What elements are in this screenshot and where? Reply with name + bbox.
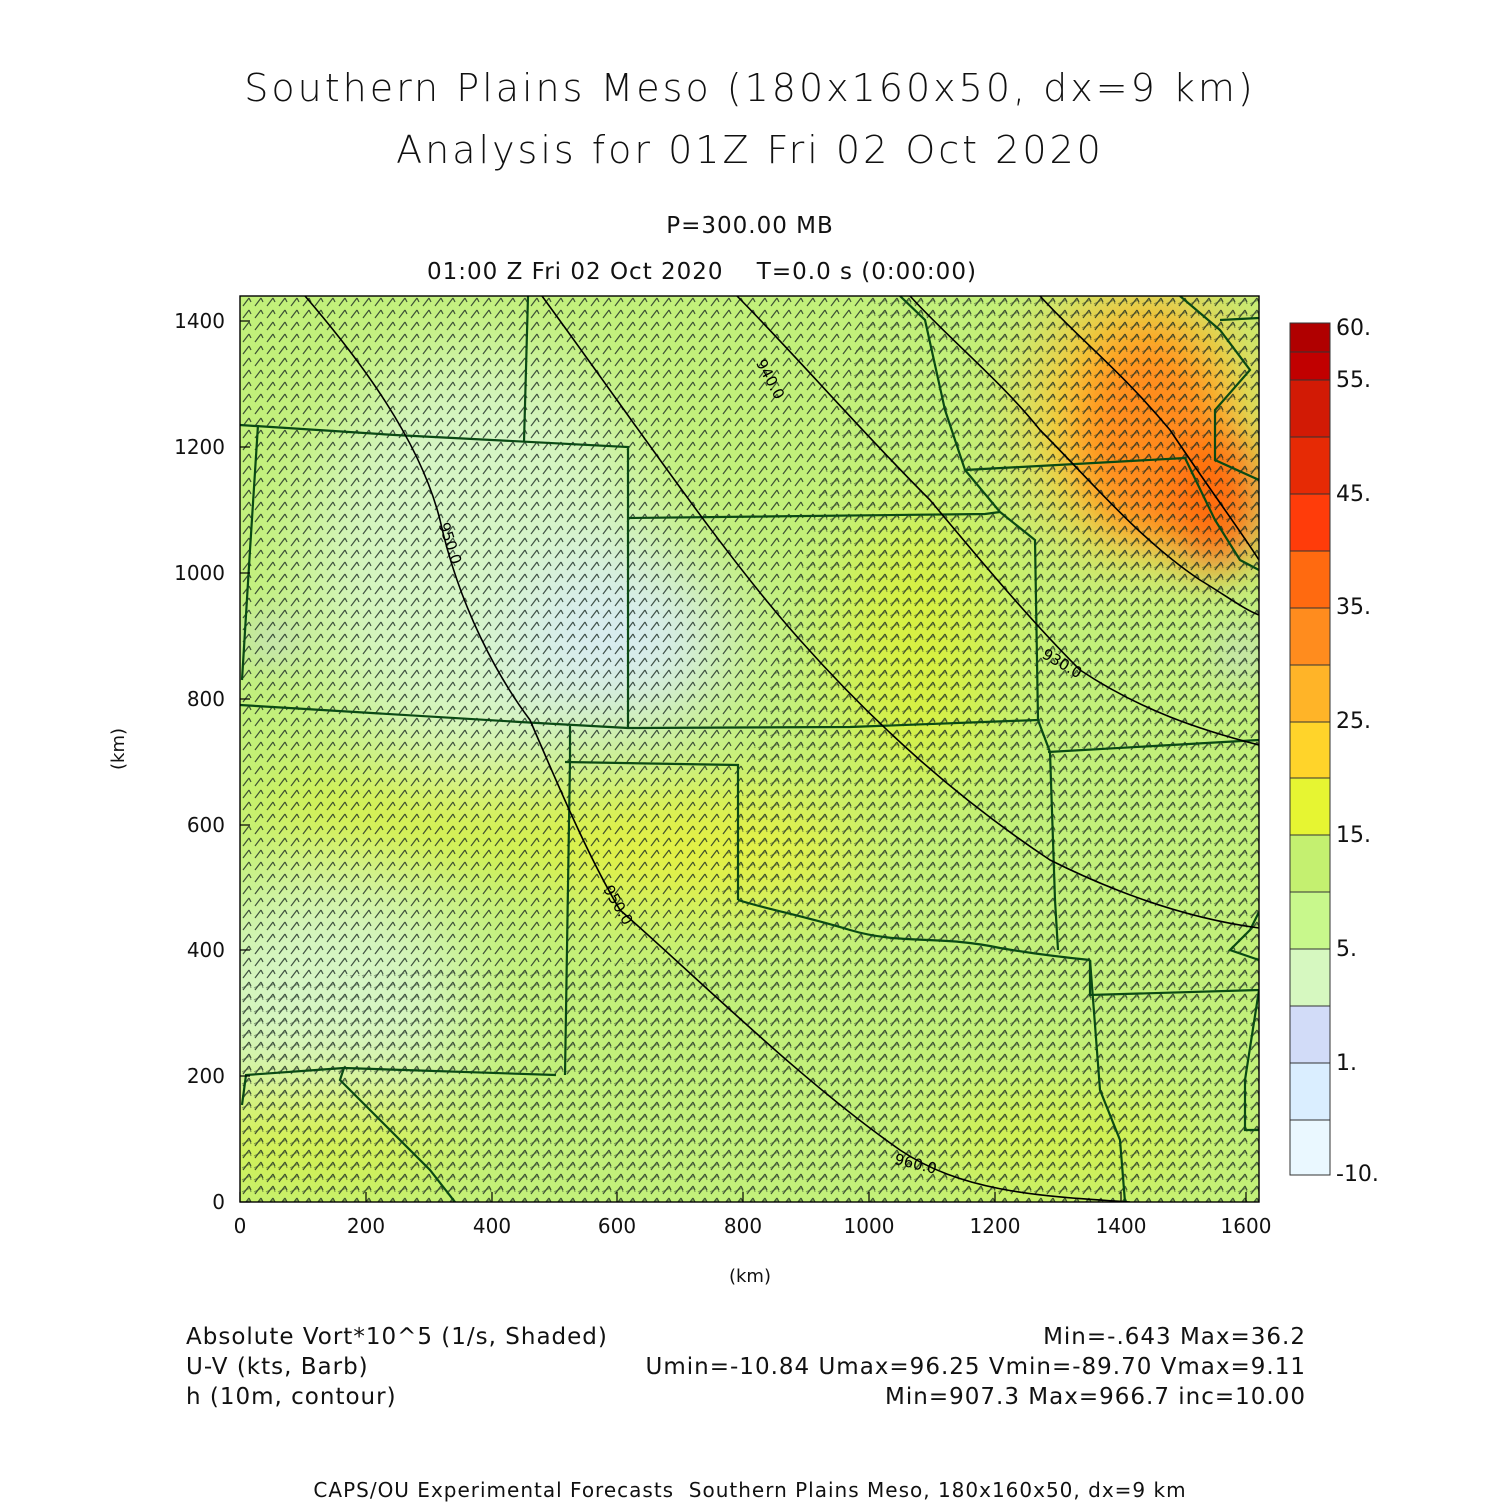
legend-contour-range: Min=907.3 Max=966.7 inc=10.00 [885, 1384, 1306, 1410]
colorbar-label: 45. [1336, 482, 1371, 507]
x-tick-label: 0 [233, 1214, 247, 1238]
y-tick-label: 200 [186, 1064, 225, 1088]
colorbar-swatch [1289, 1062, 1331, 1121]
colorbar [1289, 322, 1331, 1176]
colorbar-label: 60. [1336, 316, 1371, 341]
colorbar-swatch [1289, 379, 1331, 438]
legend-contour-field: h (10m, contour) [186, 1384, 397, 1410]
colorbar-swatch [1289, 550, 1331, 609]
legend-barb-range: Umin=-10.84 Umax=96.25 Vmin=-89.70 Vmax=… [645, 1354, 1306, 1380]
legend-shaded-field: Absolute Vort*10^5 (1/s, Shaded) [186, 1324, 608, 1350]
colorbar-swatch [1289, 891, 1331, 950]
x-tick-label: 1400 [1095, 1214, 1147, 1238]
colorbar-label: 1. [1336, 1051, 1357, 1076]
colorbar-label: 55. [1336, 368, 1371, 393]
x-axis-label: (km) [728, 1266, 771, 1287]
x-tick-label: 1600 [1220, 1214, 1272, 1238]
x-tick-label: 400 [472, 1214, 512, 1238]
colorbar-swatch [1289, 493, 1331, 552]
legend-barb-field: U-V (kts, Barb) [186, 1354, 369, 1380]
colorbar-swatch [1289, 607, 1331, 666]
y-tick-label: 600 [186, 813, 225, 837]
chart-title-line1: Southern Plains Meso (180x160x50, dx=9 k… [244, 66, 1256, 110]
x-tick-label: 1200 [969, 1214, 1021, 1238]
plot-frame [239, 295, 1260, 1203]
y-tick-label: 0 [212, 1190, 225, 1214]
colorbar-swatch [1289, 1119, 1331, 1176]
x-tick-label: 800 [723, 1214, 763, 1238]
colorbar-swatch [1289, 777, 1331, 836]
colorbar-swatch [1289, 664, 1331, 723]
y-tick-marks [240, 320, 250, 1203]
colorbar-label: -10. [1336, 1162, 1379, 1187]
y-tick-label: 1000 [174, 561, 225, 585]
colorbar-swatch [1289, 948, 1331, 1007]
y-tick-label: 400 [186, 938, 225, 962]
colorbar-swatch [1289, 834, 1331, 893]
y-tick-label: 800 [186, 687, 225, 711]
colorbar-swatch [1289, 351, 1331, 381]
x-tick-label: 600 [597, 1214, 637, 1238]
state-borders [240, 296, 1259, 1202]
wind-barbs [240, 296, 1259, 1202]
colorbar-swatch [1289, 436, 1331, 495]
x-tick-label: 1000 [843, 1214, 895, 1238]
valid-time-label: 01:00 Z Fri 02 Oct 2020 T=0.0 s (0:00:00… [427, 259, 977, 285]
y-tick-label: 1400 [174, 309, 225, 333]
legend-shaded-range: Min=-.643 Max=36.2 [1043, 1324, 1306, 1350]
pressure-level-label: P=300.00 MB [666, 213, 834, 239]
colorbar-label: 5. [1336, 937, 1357, 962]
chart-title-line2: Analysis for 01Z Fri 02 Oct 2020 [396, 128, 1104, 172]
colorbar-label: 15. [1336, 823, 1371, 848]
y-axis-label: (km) [108, 727, 129, 770]
colorbar-swatch [1289, 322, 1331, 353]
colorbar-swatch [1289, 721, 1331, 779]
colorbar-label: 35. [1336, 595, 1371, 620]
footer-credit: CAPS/OU Experimental Forecasts Southern … [313, 1478, 1187, 1502]
height-contours [304, 296, 1259, 1202]
y-tick-label: 1200 [174, 435, 225, 459]
x-tick-marks [239, 1192, 1247, 1202]
colorbar-label: 25. [1336, 709, 1371, 734]
colorbar-swatch [1289, 1005, 1331, 1064]
x-tick-label: 200 [346, 1214, 386, 1238]
